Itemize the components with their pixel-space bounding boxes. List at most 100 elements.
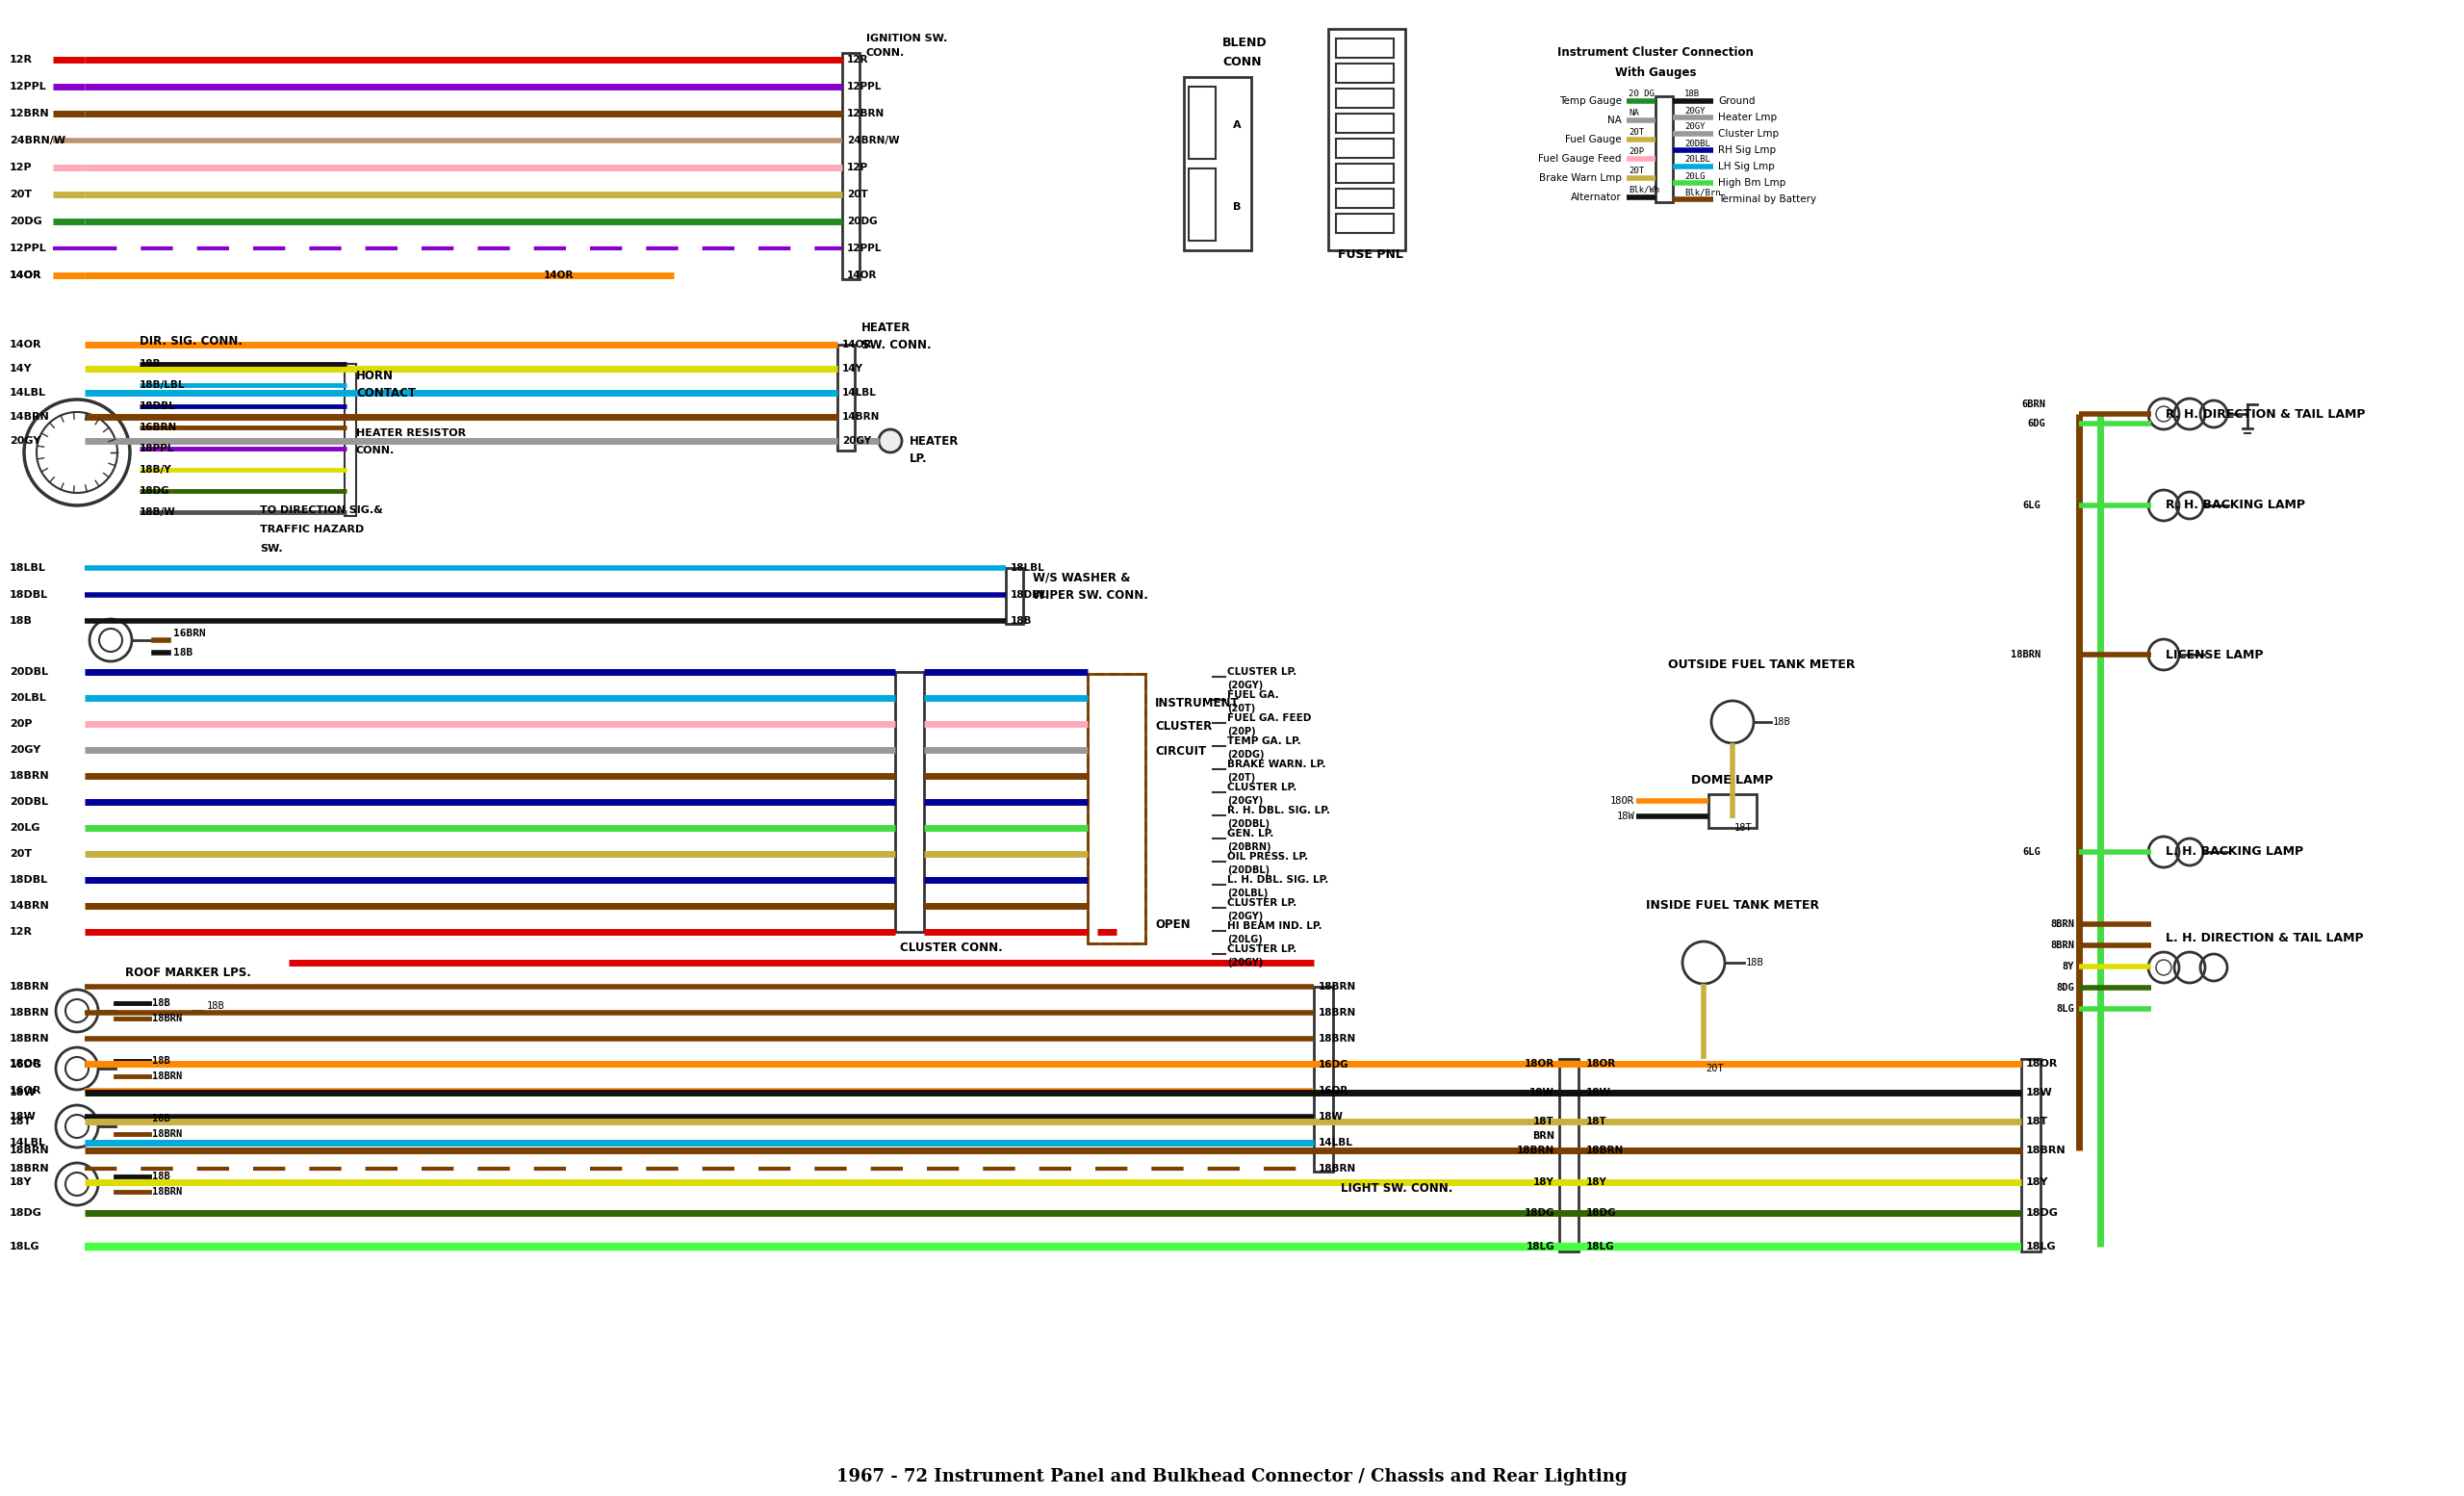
Text: (20GY): (20GY) bbox=[1227, 911, 1264, 922]
Text: LH Sig Lmp: LH Sig Lmp bbox=[1717, 162, 1774, 172]
Text: 20GY: 20GY bbox=[10, 437, 42, 446]
Text: 18BRN: 18BRN bbox=[153, 1071, 182, 1082]
Text: 18LG: 18LG bbox=[10, 1242, 39, 1252]
Text: 18BRN: 18BRN bbox=[1318, 1164, 1355, 1173]
Text: 20P: 20P bbox=[1629, 147, 1643, 156]
Text: 18T: 18T bbox=[10, 1116, 32, 1126]
Text: 6DG: 6DG bbox=[2028, 419, 2045, 428]
Bar bbox=[2020, 1059, 2040, 1252]
Text: 20T: 20T bbox=[848, 190, 867, 199]
Text: 14OR: 14OR bbox=[10, 271, 42, 280]
Text: 16BRN: 16BRN bbox=[140, 422, 177, 432]
Bar bbox=[1188, 169, 1215, 241]
Text: 8DG: 8DG bbox=[2055, 983, 2075, 992]
Text: 8Y: 8Y bbox=[2062, 962, 2075, 971]
Text: 18BRN: 18BRN bbox=[1318, 981, 1355, 992]
Text: 18DG: 18DG bbox=[10, 1209, 42, 1218]
Text: HEATER RESISTOR: HEATER RESISTOR bbox=[357, 428, 466, 438]
Text: 12BRN: 12BRN bbox=[848, 109, 885, 118]
Text: 18BRN: 18BRN bbox=[1318, 1008, 1355, 1017]
Text: 18B: 18B bbox=[1010, 616, 1032, 625]
Bar bbox=[345, 364, 357, 516]
Text: 14LBL: 14LBL bbox=[10, 1138, 47, 1147]
Text: LP.: LP. bbox=[909, 452, 926, 464]
Text: 16DG: 16DG bbox=[1318, 1059, 1350, 1070]
Text: 20GY: 20GY bbox=[1685, 106, 1705, 115]
Text: OPEN: OPEN bbox=[1156, 919, 1190, 931]
Bar bbox=[838, 344, 855, 450]
Text: 20LG: 20LG bbox=[1685, 172, 1705, 181]
Text: 18T: 18T bbox=[1735, 823, 1752, 833]
Text: (20BRN): (20BRN) bbox=[1227, 842, 1271, 851]
Text: 18DG: 18DG bbox=[1587, 1209, 1616, 1218]
Text: (20LG): (20LG) bbox=[1227, 935, 1262, 944]
Bar bbox=[1335, 139, 1395, 159]
Text: 20GY: 20GY bbox=[843, 437, 872, 446]
Text: A: A bbox=[1232, 120, 1242, 130]
Text: 18LG: 18LG bbox=[1525, 1242, 1555, 1252]
Text: 18W: 18W bbox=[1587, 1088, 1611, 1098]
Text: (20DG): (20DG) bbox=[1227, 749, 1264, 760]
Bar bbox=[1335, 88, 1395, 108]
Text: 14BRN: 14BRN bbox=[10, 411, 49, 422]
Text: INSTRUMENT: INSTRUMENT bbox=[1156, 697, 1239, 709]
Text: 18DG: 18DG bbox=[1525, 1209, 1555, 1218]
Text: W/S WASHER &: W/S WASHER & bbox=[1032, 571, 1131, 583]
Bar bbox=[1335, 39, 1395, 58]
Text: 18BRN: 18BRN bbox=[1318, 1034, 1355, 1044]
Text: 8BRN: 8BRN bbox=[2050, 920, 2075, 929]
Text: 18Y: 18Y bbox=[10, 1177, 32, 1186]
Text: CONTACT: CONTACT bbox=[357, 386, 416, 399]
Text: 14OR: 14OR bbox=[10, 271, 42, 280]
Text: B: B bbox=[1232, 202, 1242, 212]
Text: 18B/Y: 18B/Y bbox=[140, 465, 172, 474]
Text: R. H. DIRECTION & TAIL LAMP: R. H. DIRECTION & TAIL LAMP bbox=[2166, 408, 2365, 420]
Text: 20 DG: 20 DG bbox=[1629, 90, 1653, 97]
Text: 14LBL: 14LBL bbox=[1318, 1138, 1353, 1147]
Bar bbox=[1183, 76, 1252, 250]
Text: WIPER SW. CONN.: WIPER SW. CONN. bbox=[1032, 589, 1148, 601]
Text: 18OR: 18OR bbox=[1525, 1059, 1555, 1068]
Text: Fuel Gauge: Fuel Gauge bbox=[1565, 135, 1621, 145]
Text: 24BRN/W: 24BRN/W bbox=[848, 136, 899, 145]
Text: 18T: 18T bbox=[2025, 1116, 2048, 1126]
Text: (20T): (20T) bbox=[1227, 773, 1254, 782]
Text: 18B: 18B bbox=[153, 1056, 170, 1065]
Text: 1967 - 72 Instrument Panel and Bulkhead Connector / Chassis and Rear Lighting: 1967 - 72 Instrument Panel and Bulkhead … bbox=[838, 1468, 1626, 1486]
Text: CLUSTER CONN.: CLUSTER CONN. bbox=[899, 942, 1003, 954]
Text: Alternator: Alternator bbox=[1572, 193, 1621, 202]
Text: 16OR: 16OR bbox=[10, 1086, 42, 1095]
Text: CONN.: CONN. bbox=[357, 446, 394, 455]
Text: High Bm Lmp: High Bm Lmp bbox=[1717, 178, 1786, 187]
Text: (20DBL): (20DBL) bbox=[1227, 820, 1269, 829]
Text: 20DBL: 20DBL bbox=[10, 667, 49, 676]
Text: 16BRN: 16BRN bbox=[172, 628, 205, 639]
Bar bbox=[1005, 568, 1023, 624]
Text: 18Y: 18Y bbox=[1533, 1177, 1555, 1186]
Text: 18B: 18B bbox=[153, 998, 170, 1008]
Text: 20LG: 20LG bbox=[10, 823, 39, 833]
Text: 18B: 18B bbox=[1685, 90, 1700, 99]
Text: 18BRN: 18BRN bbox=[153, 1186, 182, 1197]
Text: 18B: 18B bbox=[172, 648, 192, 658]
Text: 18DBL: 18DBL bbox=[1010, 589, 1047, 600]
Text: 20LBL: 20LBL bbox=[10, 693, 47, 703]
Text: 20T: 20T bbox=[10, 850, 32, 859]
Text: 20DBL: 20DBL bbox=[10, 797, 49, 806]
Text: SW. CONN.: SW. CONN. bbox=[862, 338, 931, 352]
Text: 18OR: 18OR bbox=[1611, 796, 1634, 806]
Text: 12P: 12P bbox=[10, 163, 32, 172]
Text: 14Y: 14Y bbox=[843, 364, 862, 374]
Text: 12PPL: 12PPL bbox=[10, 82, 47, 91]
Text: LIGHT SW. CONN.: LIGHT SW. CONN. bbox=[1340, 1183, 1454, 1195]
Text: 18Y: 18Y bbox=[2025, 1177, 2048, 1186]
Text: INSIDE FUEL TANK METER: INSIDE FUEL TANK METER bbox=[1646, 899, 1818, 911]
Text: 18BRN: 18BRN bbox=[10, 1008, 49, 1017]
Circle shape bbox=[880, 429, 902, 452]
Text: 18BRN: 18BRN bbox=[10, 1146, 49, 1155]
Text: 16DG: 16DG bbox=[10, 1059, 42, 1070]
Text: CONN: CONN bbox=[1222, 57, 1262, 69]
Text: CLUSTER LP.: CLUSTER LP. bbox=[1227, 667, 1296, 676]
Text: Ground: Ground bbox=[1717, 96, 1754, 106]
Text: BRAKE WARN. LP.: BRAKE WARN. LP. bbox=[1227, 760, 1326, 769]
